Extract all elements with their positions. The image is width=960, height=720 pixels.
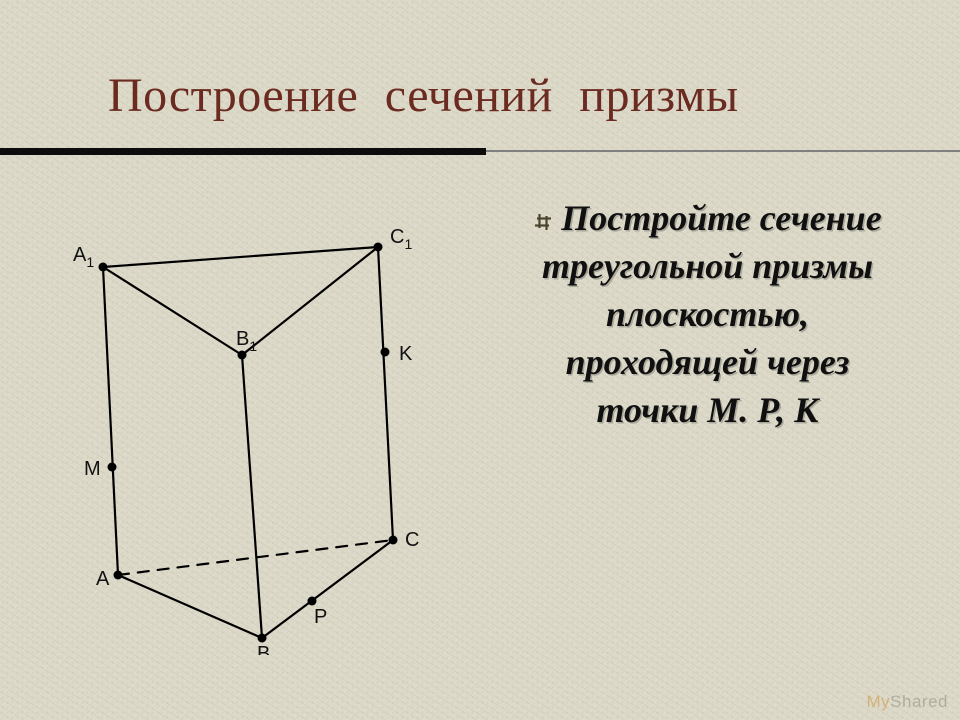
svg-text:K: K: [399, 343, 413, 365]
watermark-accent: My: [867, 692, 891, 711]
svg-text:A1: A1: [73, 244, 94, 270]
title-underline: [0, 148, 960, 158]
bullet-icon: [533, 212, 553, 232]
svg-text:P: P: [314, 606, 327, 628]
task-line-5: точки М. Р, К: [596, 390, 818, 430]
task-line-1: Постройте сечение: [561, 198, 881, 238]
svg-text:C: C: [405, 529, 419, 551]
prism-diagram: ABCA1B1C1MPK: [55, 205, 475, 655]
svg-text:A: A: [96, 568, 110, 590]
task-text: Постройте сечение треугольной призмы пло…: [500, 195, 915, 434]
svg-text:B: B: [257, 643, 270, 655]
svg-text:M: M: [84, 458, 101, 480]
task-line-4: проходящей через: [566, 342, 850, 382]
svg-text:C1: C1: [390, 226, 412, 252]
slide-title: Построение сечений призмы: [108, 68, 739, 123]
task-line-2: треугольной призмы: [542, 246, 873, 286]
watermark: MyShared: [867, 692, 949, 712]
watermark-rest: Shared: [890, 692, 948, 711]
task-line-3: плоскостью,: [606, 294, 809, 334]
